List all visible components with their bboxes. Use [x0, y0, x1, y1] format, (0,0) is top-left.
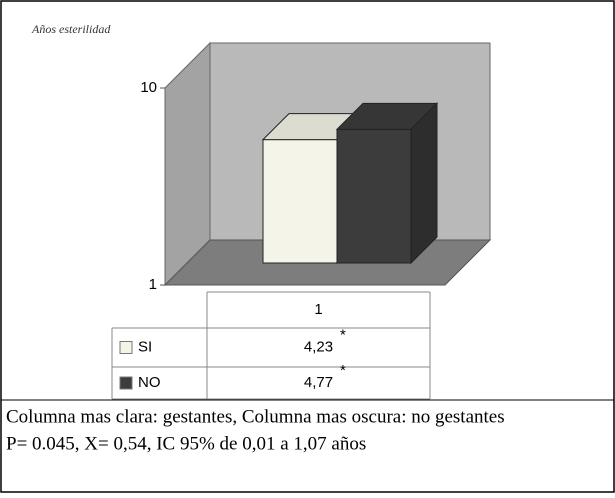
y-axis-label: Años esterilidad	[31, 22, 111, 36]
caption: P= 0.045, X= 0,54, IC 95% de 0,01 a 1,07…	[6, 433, 366, 454]
legend-swatch	[119, 376, 133, 390]
bar-front	[262, 139, 338, 264]
bar-side	[410, 102, 438, 265]
bar	[335, 102, 439, 265]
legend-label: NO	[138, 374, 161, 391]
caption: Columna mas clara: gestantes, Columna ma…	[6, 406, 505, 427]
bar-front	[336, 128, 412, 264]
annotation: *	[340, 362, 346, 379]
annotation: *	[340, 326, 346, 343]
data-label: 4,77	[304, 374, 333, 391]
legend-label: SI	[138, 338, 152, 355]
y-tick-label: 1	[149, 276, 157, 293]
x-tick-label: 1	[314, 301, 322, 318]
data-label: 4,23	[304, 338, 333, 355]
y-tick-label: 10	[140, 79, 157, 96]
legend-swatch	[119, 341, 133, 354]
